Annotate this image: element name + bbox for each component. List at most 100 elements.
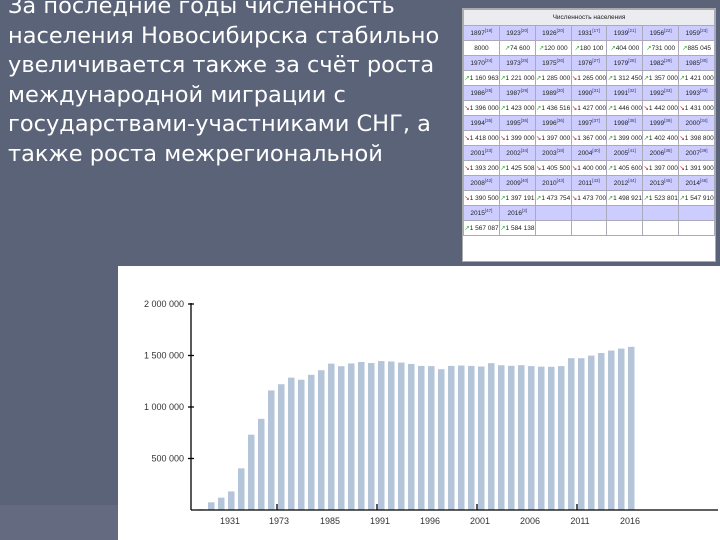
- table-value-cell: [534, 220, 572, 236]
- population-table: Численность населения 1897[19] 1923[20] 19…: [463, 9, 715, 236]
- reference-link[interactable]: [38]: [628, 118, 636, 124]
- year-label: 2011: [578, 180, 593, 188]
- reference-link[interactable]: [32]: [628, 88, 636, 94]
- bar-1990: [368, 363, 375, 510]
- reference-link[interactable]: [38]: [664, 148, 672, 154]
- reference-link[interactable]: [29]: [664, 58, 672, 64]
- bar-1995: [418, 365, 425, 510]
- bar-1931: [228, 491, 235, 510]
- reference-link[interactable]: [20]: [556, 28, 565, 34]
- reference-link[interactable]: [30]: [700, 58, 708, 64]
- reference-link[interactable]: [40]: [592, 148, 600, 154]
- reference-link[interactable]: [27]: [592, 58, 600, 64]
- table-year-cell: 2016[3]: [498, 205, 536, 221]
- trend-down-icon: ↘: [535, 165, 542, 172]
- table-value-cell: ↗1 160 963: [463, 70, 500, 86]
- reference-link[interactable]: [33]: [664, 88, 672, 94]
- reference-link[interactable]: [22]: [664, 28, 672, 34]
- bar-1939: [238, 468, 245, 510]
- reference-link[interactable]: [36]: [556, 118, 565, 124]
- table-year-row: 1897[19] 1923[20] 1926[20] 1931[17] 1939[21]…: [463, 25, 715, 41]
- reference-link[interactable]: [36]: [520, 118, 529, 124]
- reference-link[interactable]: [21]: [628, 28, 636, 34]
- bar-1979: [308, 374, 315, 510]
- reference-link[interactable]: [25]: [484, 88, 493, 94]
- table-value-cell: ↘1 473 700: [570, 190, 608, 206]
- table-value-cell: ↘1 405 500: [534, 160, 572, 176]
- reference-link[interactable]: [35]: [484, 118, 493, 124]
- reference-link[interactable]: [37]: [592, 118, 600, 124]
- year-label: 2004: [577, 150, 593, 158]
- table-year-cell: 2005[41]: [606, 145, 644, 161]
- year-label: 2002: [506, 150, 521, 158]
- year-label: 2001: [470, 150, 485, 158]
- table-value-cell: ↗180 100: [570, 40, 608, 56]
- reference-link[interactable]: [39]: [700, 148, 708, 154]
- year-label: 2007: [685, 150, 700, 158]
- table-value-cell: ↘1 397 000: [534, 130, 572, 146]
- reference-link[interactable]: [45]: [664, 178, 672, 184]
- table-year-cell: 2000[34]: [678, 115, 715, 131]
- reference-link[interactable]: [40]: [520, 178, 529, 184]
- year-label: 1959: [685, 30, 700, 38]
- table-year-cell: 2009[40]: [498, 175, 536, 191]
- population-value: 1 473 700: [577, 195, 607, 202]
- trend-down-icon: ↘: [535, 135, 542, 142]
- reference-link[interactable]: [41]: [628, 148, 636, 154]
- table-value-cell: ↘1 427 000: [570, 100, 608, 116]
- population-value: 404 000: [615, 45, 640, 52]
- reference-link[interactable]: [3]: [521, 208, 527, 214]
- reference-link[interactable]: [30]: [556, 88, 565, 94]
- table-year-cell: 1931[17]: [570, 25, 608, 41]
- table-year-cell: 1970[24]: [463, 55, 500, 71]
- trend-down-icon: ↘: [464, 165, 470, 172]
- reference-link[interactable]: [29]: [520, 88, 529, 94]
- reference-link[interactable]: [23]: [484, 148, 493, 154]
- table-value-cell: ↗1 397 191: [498, 190, 536, 206]
- trend-up-icon: ↗: [679, 75, 685, 82]
- reference-link[interactable]: [23]: [700, 28, 708, 34]
- reference-link[interactable]: [43]: [556, 178, 565, 184]
- trend-down-icon: ↘: [643, 165, 649, 172]
- trend-up-icon: ↗: [643, 135, 649, 142]
- reference-link[interactable]: [47]: [484, 208, 493, 214]
- table-value-cell: ↗1 423 000: [498, 100, 536, 116]
- table-value-cell: [606, 220, 644, 236]
- reference-link[interactable]: [19]: [484, 28, 493, 34]
- reference-link[interactable]: [44]: [628, 178, 636, 184]
- table-value-cell: [678, 220, 715, 236]
- reference-link[interactable]: [39]: [664, 118, 672, 124]
- reference-link[interactable]: [20]: [520, 28, 529, 34]
- table-year-cell: 2004[40]: [570, 145, 608, 161]
- x-tick-label: 1973: [269, 516, 289, 526]
- year-label: 2009: [506, 180, 521, 188]
- reference-link[interactable]: [42]: [484, 178, 493, 184]
- population-value: 1 399 000: [505, 135, 535, 142]
- reference-link[interactable]: [46]: [700, 178, 708, 184]
- reference-link[interactable]: [25]: [520, 58, 529, 64]
- reference-link[interactable]: [34]: [700, 118, 708, 124]
- year-label: 2000: [685, 120, 700, 128]
- table-value-row: ↘1 396 000 ↗1 423 000 ↗1 436 516 ↘1 427 000…: [463, 100, 715, 116]
- table-value-cell: ↗1 567 087: [463, 220, 500, 236]
- bar-1999: [458, 365, 465, 510]
- table-value-cell: ↗1 436 516: [534, 100, 572, 116]
- year-label: 2012: [613, 180, 629, 188]
- population-value: 1 473 754: [541, 195, 571, 202]
- reference-link[interactable]: [24]: [484, 58, 493, 64]
- population-value: 1 397 000: [648, 165, 678, 172]
- table-value-row: ↗1 160 963 ↗1 221 000 ↗1 285 000 ↘1 265 000…: [463, 70, 715, 86]
- reference-link[interactable]: [34]: [520, 148, 529, 154]
- trend-up-icon: ↗: [464, 225, 470, 232]
- table-year-row: 1994[35] 1995[36] 1996[36] 1997[37] 1998[38]…: [463, 115, 715, 131]
- reference-link[interactable]: [28]: [628, 58, 636, 64]
- reference-link[interactable]: [17]: [592, 28, 600, 34]
- reference-link[interactable]: [26]: [556, 58, 565, 64]
- trend-down-icon: ↘: [571, 135, 578, 142]
- reference-link[interactable]: [31]: [592, 88, 600, 94]
- trend-up-icon: ↗: [607, 135, 614, 142]
- reference-link[interactable]: [43]: [592, 178, 600, 184]
- reference-link[interactable]: [33]: [700, 88, 708, 94]
- population-value: 1 567 087: [469, 225, 499, 232]
- reference-link[interactable]: [18]: [556, 148, 565, 154]
